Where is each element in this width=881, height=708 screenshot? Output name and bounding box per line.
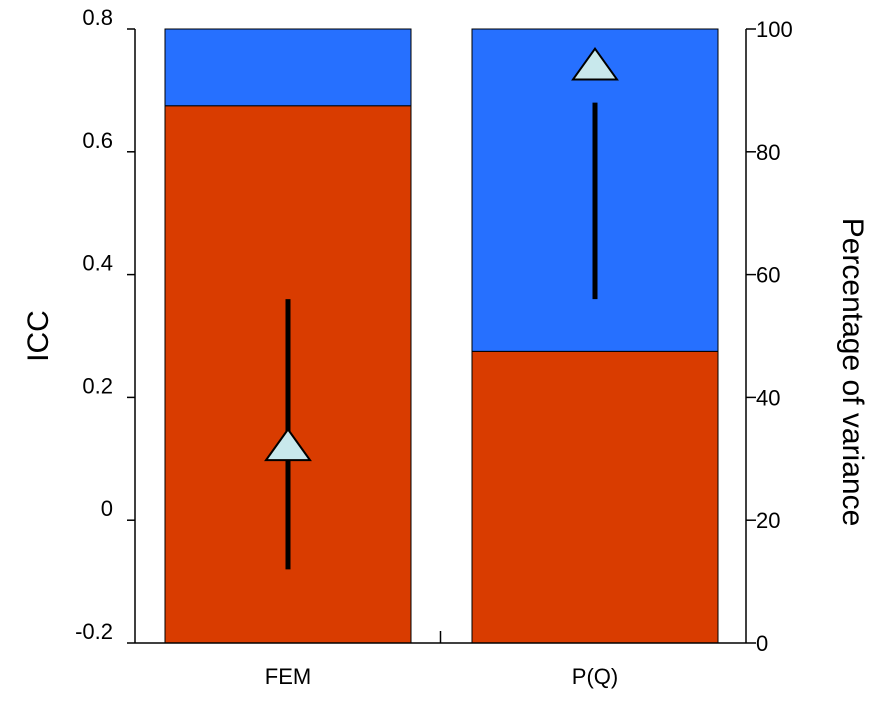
x-tick-label: P(Q) bbox=[572, 664, 618, 689]
right-tick-label: 80 bbox=[756, 140, 780, 165]
icc-triangle-marker bbox=[571, 46, 619, 81]
right-tick-label: 40 bbox=[756, 385, 780, 410]
y-axis-title-right: Percentage of variance bbox=[836, 218, 869, 527]
y-axis-title-left: ICC bbox=[22, 310, 55, 362]
right-tick-label: 20 bbox=[756, 508, 780, 533]
axes-layer bbox=[127, 28, 756, 644]
x-tick-label: FEM bbox=[265, 664, 311, 689]
left-tick-label: 0 bbox=[101, 496, 113, 521]
left-tick-label: 0.4 bbox=[82, 251, 113, 276]
right-tick-label: 0 bbox=[756, 631, 768, 656]
right-tick-label: 60 bbox=[756, 263, 780, 288]
error-bars-layer bbox=[264, 46, 619, 570]
labels-layer: -0.2 0 0.2 0.4 0.6 0.8 0 20 40 60 80 100 FEM P(Q) ICC P… bbox=[22, 5, 869, 689]
left-tick-label: 0.6 bbox=[82, 128, 113, 153]
right-tick-label: 100 bbox=[756, 17, 793, 42]
bar-fem-segment-2 bbox=[164, 28, 412, 107]
bar-pq-segment-1 bbox=[471, 350, 719, 644]
icc-triangle-marker bbox=[264, 427, 312, 462]
left-tick-label: 0.2 bbox=[82, 373, 113, 398]
left-tick-label: -0.2 bbox=[75, 619, 113, 644]
left-tick-label: 0.8 bbox=[82, 5, 113, 30]
bars-layer bbox=[164, 28, 719, 644]
